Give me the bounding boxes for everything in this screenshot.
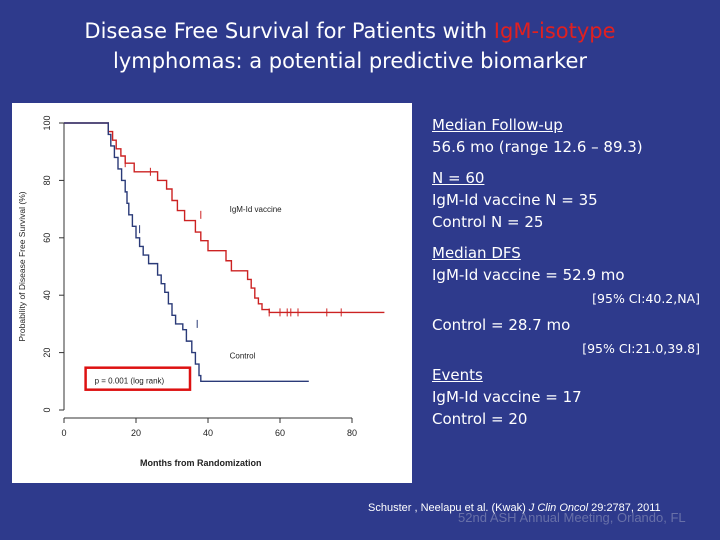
events-control: Control = 20 [432,410,528,428]
y-tick-label: 40 [42,290,52,300]
citation-ref: 29:2787, 2011 [588,502,661,514]
dfs-vaccine-ci: [95% CI:40.2,NA] [592,291,700,306]
title-line-2: lymphomas: a potential predictive biomar… [112,49,588,73]
meeting-watermark: 52nd ASH Annual Meeting, Orlando, FL [458,510,686,525]
n-vaccine: IgM-Id vaccine N = 35 [432,191,598,209]
y-tick-label: 60 [42,233,52,243]
x-tick-label: 40 [203,428,213,438]
dfs-control-ci: [95% CI:21.0,39.8] [582,341,700,356]
x-tick-label: 60 [275,428,285,438]
x-tick-label: 80 [347,428,357,438]
dfs-control: Control = 28.7 mo [432,316,571,334]
followup-header: Median Follow-up [432,116,563,134]
vaccine-annotation: IgM-Id vaccine [230,205,283,214]
title-line-1: Disease Free Survival for Patients with … [0,16,700,46]
citation: Schuster , Neelapu et al. (Kwak) J Clin … [368,502,661,514]
y-tick-label: 20 [42,348,52,358]
x-tick-label: 0 [61,428,66,438]
title-highlight: IgM-isotype [493,19,616,43]
slide-title: Disease Free Survival for Patients with … [0,16,700,76]
y-tick-label: 100 [42,115,52,130]
y-tick-label: 0 [42,407,52,412]
citation-journal: J Clin Oncol [528,502,589,514]
citation-authors: Schuster , Neelapu et al. (Kwak) [368,502,529,514]
events-header: Events [432,366,483,384]
title-text: Disease Free Survival for Patients with [84,19,494,43]
km-survival-chart: 0 20 40 60 80 100 0 20 40 60 80 Months from Randomi… [17,115,385,468]
y-tick-label: 80 [42,175,52,185]
events-vaccine: IgM-Id vaccine = 17 [432,388,582,406]
control-annotation: Control [230,351,256,360]
pvalue-label: p = 0.001 (log rank) [95,377,165,386]
control-curve [64,122,309,382]
y-axis-label: Probability of Disease Free Survival (%) [17,191,27,341]
followup-value: 56.6 mo (range 12.6 – 89.3) [432,138,643,156]
survival-plot-panel: 0 20 40 60 80 100 0 20 40 60 80 Months from Randomi… [12,103,412,483]
x-axis-label: Months from Randomization [140,458,262,468]
n-header: N = 60 [432,169,485,187]
summary-panel: Median Follow-up 56.6 mo (range 12.6 – 8… [432,114,712,430]
vaccine-curve [64,122,385,314]
dfs-vaccine: IgM-Id vaccine = 52.9 mo [432,266,625,284]
x-tick-label: 20 [131,428,141,438]
dfs-header: Median DFS [432,244,521,262]
pvalue-box [84,366,192,391]
n-control: Control N = 25 [432,213,544,231]
